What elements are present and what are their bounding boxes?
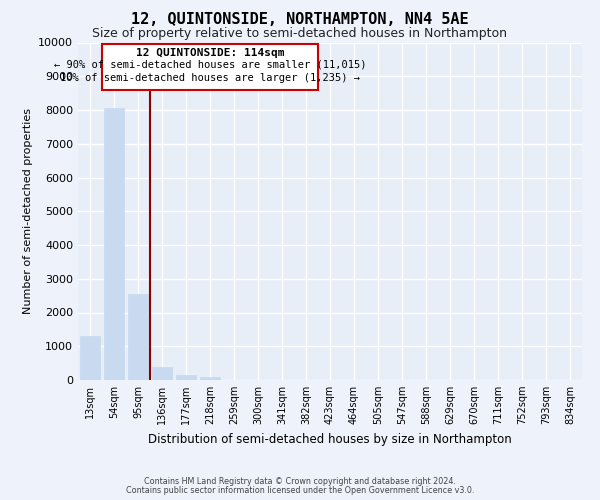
Y-axis label: Number of semi-detached properties: Number of semi-detached properties [23,108,32,314]
Bar [176,375,196,380]
Bar [104,108,124,380]
Text: Contains public sector information licensed under the Open Government Licence v3: Contains public sector information licen… [126,486,474,495]
Text: Contains HM Land Registry data © Crown copyright and database right 2024.: Contains HM Land Registry data © Crown c… [144,477,456,486]
X-axis label: Distribution of semi-detached houses by size in Northampton: Distribution of semi-detached houses by … [148,432,512,446]
FancyBboxPatch shape [102,44,318,90]
Text: ← 90% of semi-detached houses are smaller (11,015): ← 90% of semi-detached houses are smalle… [54,60,366,70]
Text: Size of property relative to semi-detached houses in Northampton: Size of property relative to semi-detach… [92,28,508,40]
Text: 12, QUINTONSIDE, NORTHAMPTON, NN4 5AE: 12, QUINTONSIDE, NORTHAMPTON, NN4 5AE [131,12,469,28]
Bar [80,336,100,380]
Text: 10% of semi-detached houses are larger (1,235) →: 10% of semi-detached houses are larger (… [60,73,360,83]
Bar [152,366,172,380]
Bar [128,294,148,380]
Bar [200,376,220,380]
Text: 12 QUINTONSIDE: 114sqm: 12 QUINTONSIDE: 114sqm [136,48,284,58]
